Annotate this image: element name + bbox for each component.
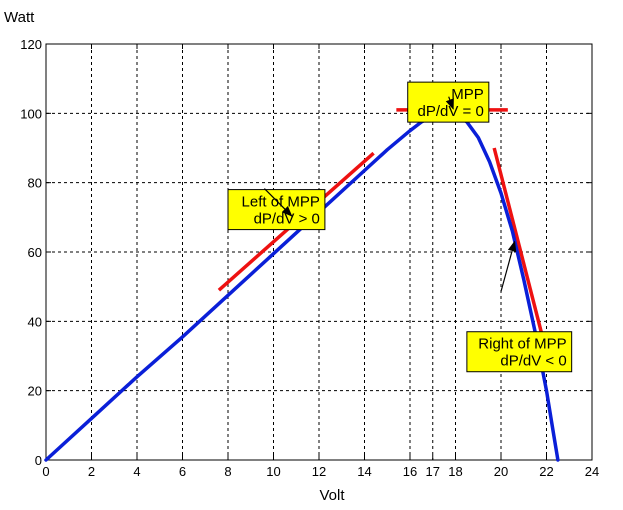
annotation-arrow [500, 240, 517, 292]
y-tick-label: 80 [28, 176, 42, 191]
grid-lines [46, 44, 592, 460]
x-tick-label: 16 [403, 464, 417, 479]
y-axis-label: Watt [4, 9, 35, 26]
annotation-box [227, 189, 326, 231]
x-tick-label: 22 [539, 464, 553, 479]
x-tick-label: 18 [448, 464, 462, 479]
y-tick-label: 20 [28, 384, 42, 399]
annotation-text: Right of MPP [478, 336, 566, 353]
x-tick-label: 2 [88, 464, 95, 479]
annotation-text: dP/dV < 0 [500, 353, 566, 370]
x-tick-label: 20 [494, 464, 508, 479]
annotation-arrow [445, 96, 454, 110]
annotation-text: Left of MPP [242, 194, 320, 211]
x-tick-label: 4 [133, 464, 140, 479]
x-tick-label: 6 [179, 464, 186, 479]
x-tick-label: 0 [42, 464, 49, 479]
annotation-text: dP/dV > 0 [254, 211, 320, 228]
tangent-line-right [492, 147, 549, 353]
annotation-box [466, 331, 573, 373]
x-tick-label: 10 [266, 464, 280, 479]
y-tick-label: 0 [35, 453, 42, 468]
annotation-text: MPP [451, 86, 484, 103]
y-tick-label: 40 [28, 314, 42, 329]
y-tick-label: 60 [28, 245, 42, 260]
x-tick-label: 17 [426, 464, 440, 479]
annotation-arrow [263, 188, 293, 217]
x-tick-label: 8 [224, 464, 231, 479]
x-tick-label: 24 [585, 464, 599, 479]
y-tick-label: 100 [20, 106, 42, 121]
x-tick-label: 12 [312, 464, 326, 479]
x-tick-label: 14 [357, 464, 371, 479]
x-axis-label: Volt [319, 487, 345, 504]
y-tick-label: 120 [20, 37, 42, 52]
annotation-text: dP/dV = 0 [418, 103, 484, 120]
